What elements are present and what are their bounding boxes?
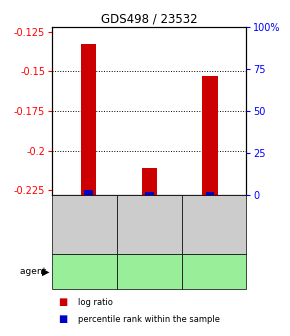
Text: TNFa: TNFa xyxy=(137,266,161,276)
Text: agent: agent xyxy=(20,267,49,276)
Text: ■: ■ xyxy=(58,297,67,307)
Text: GSM8759: GSM8759 xyxy=(210,210,219,250)
Bar xyxy=(81,44,96,195)
Text: percentile rank within the sample: percentile rank within the sample xyxy=(78,315,220,324)
Text: ▶: ▶ xyxy=(42,266,49,276)
Text: IL4: IL4 xyxy=(207,266,221,276)
Bar xyxy=(142,168,157,195)
Text: ■: ■ xyxy=(58,314,67,324)
Bar xyxy=(202,76,218,195)
Bar xyxy=(206,192,214,195)
Bar xyxy=(145,192,153,195)
Bar xyxy=(84,190,93,195)
Text: GSM8754: GSM8754 xyxy=(145,210,154,250)
Text: log ratio: log ratio xyxy=(78,298,113,307)
Text: IFNg: IFNg xyxy=(74,266,96,276)
Text: GSM8749: GSM8749 xyxy=(80,210,89,250)
Title: GDS498 / 23532: GDS498 / 23532 xyxy=(101,13,198,26)
